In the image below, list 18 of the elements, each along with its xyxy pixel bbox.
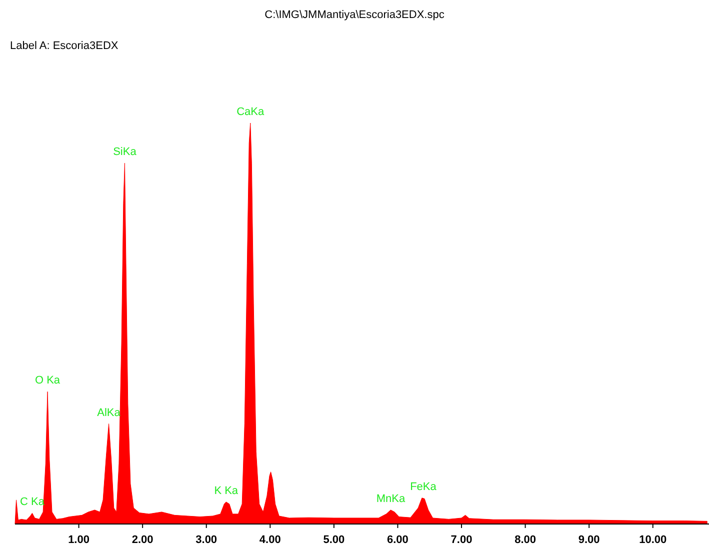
x-tick-label: 1.00: [68, 534, 90, 546]
x-tick-label: 2.00: [132, 534, 154, 546]
x-tick-label: 5.00: [323, 534, 345, 546]
chart-subtitle: Label A: Escoria3EDX: [10, 40, 119, 52]
annotation: MnKa: [376, 492, 406, 505]
x-tick-label: 10.00: [639, 534, 667, 546]
x-tick-label: 9.00: [578, 534, 600, 546]
x-tick-label: 7.00: [450, 534, 472, 546]
x-tick-label: 3.00: [196, 534, 218, 546]
annotation: CaKa: [236, 106, 266, 118]
annotation: FeKa: [410, 480, 438, 493]
chart-title: C:\IMG\JMMantiya\Escoria3EDX.spc: [264, 9, 445, 21]
x-tick-label: 6.00: [387, 534, 408, 546]
x-tick-label: 8.00: [514, 534, 536, 546]
annotation: SiKa: [113, 146, 138, 158]
annotation: O Ka: [34, 374, 61, 387]
annotation: K Ka: [214, 484, 239, 497]
x-tick-label: 4.00: [259, 534, 281, 546]
